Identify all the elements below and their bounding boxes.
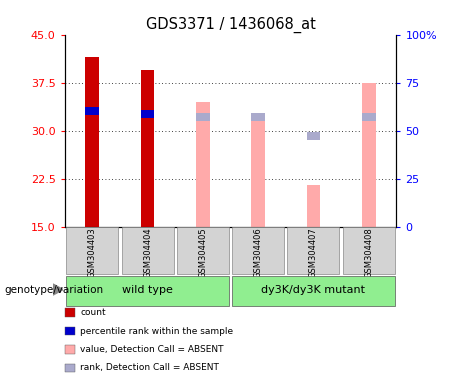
Text: count: count — [80, 308, 106, 317]
Bar — [288, 227, 339, 274]
Bar — [251, 121, 265, 227]
Text: value, Detection Call = ABSENT: value, Detection Call = ABSENT — [80, 345, 224, 354]
Text: GSM304406: GSM304406 — [254, 227, 263, 278]
Text: GDS3371 / 1436068_at: GDS3371 / 1436068_at — [146, 17, 315, 33]
Text: genotype/variation: genotype/variation — [5, 285, 104, 295]
Text: GSM304407: GSM304407 — [309, 227, 318, 278]
Text: percentile rank within the sample: percentile rank within the sample — [80, 326, 233, 336]
Bar — [196, 113, 210, 121]
Bar — [251, 113, 265, 121]
Bar — [66, 276, 229, 306]
Text: GSM304408: GSM304408 — [364, 227, 373, 278]
Text: dy3K/dy3K mutant: dy3K/dy3K mutant — [261, 285, 366, 295]
Polygon shape — [53, 284, 63, 295]
Text: rank, Detection Call = ABSENT: rank, Detection Call = ABSENT — [80, 363, 219, 372]
Text: GSM304403: GSM304403 — [88, 227, 97, 278]
Bar — [141, 110, 154, 118]
Bar — [85, 57, 99, 227]
Bar — [177, 227, 229, 274]
Bar — [85, 107, 99, 114]
Bar — [343, 227, 395, 274]
Bar — [232, 227, 284, 274]
Bar — [307, 185, 320, 227]
Bar — [141, 70, 154, 227]
Text: GSM304404: GSM304404 — [143, 227, 152, 278]
Bar — [122, 227, 173, 274]
Bar — [66, 227, 118, 274]
Bar — [196, 102, 210, 227]
Bar — [232, 276, 395, 306]
Bar — [362, 113, 376, 121]
Bar — [362, 83, 376, 227]
Text: wild type: wild type — [122, 285, 173, 295]
Text: GSM304405: GSM304405 — [198, 227, 207, 278]
Bar — [307, 132, 320, 140]
